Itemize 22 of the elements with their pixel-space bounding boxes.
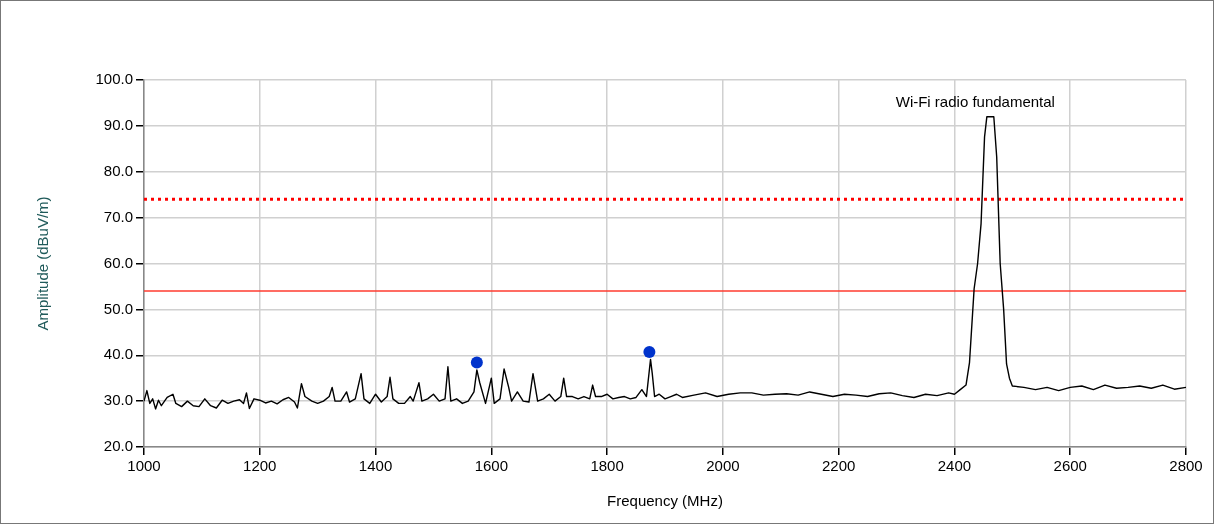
y-tick-label: 50.0 xyxy=(103,299,133,317)
y-tick-label: 100.0 xyxy=(95,70,133,88)
x-tick-label: 2400 xyxy=(937,457,972,475)
x-tick-label: 2200 xyxy=(821,457,856,475)
y-tick-label: 20.0 xyxy=(103,437,133,455)
y-axis-title: Amplitude (dBuV/m) xyxy=(34,196,52,331)
x-tick-label: 1000 xyxy=(127,457,161,475)
annotation: Wi-Fi radio fundamental xyxy=(895,93,1055,111)
y-tick-label: 80.0 xyxy=(103,161,133,179)
x-tick-label: 1800 xyxy=(590,457,624,475)
x-tick-label: 2800 xyxy=(1169,457,1203,475)
y-tick-label: 70.0 xyxy=(103,207,133,225)
y-tick-label: 90.0 xyxy=(103,116,133,134)
x-axis-title: Frequency (MHz) xyxy=(607,492,723,510)
x-tick-label: 1400 xyxy=(358,457,393,475)
y-tick-label: 40.0 xyxy=(103,345,133,363)
y-tick-label: 30.0 xyxy=(103,391,133,409)
x-tick-label: 2600 xyxy=(1053,457,1087,475)
y-tick-label: 60.0 xyxy=(103,253,133,271)
x-tick-label: 1200 xyxy=(243,457,277,475)
x-tick-label: 2000 xyxy=(706,457,740,475)
x-tick-label: 1600 xyxy=(474,457,509,475)
